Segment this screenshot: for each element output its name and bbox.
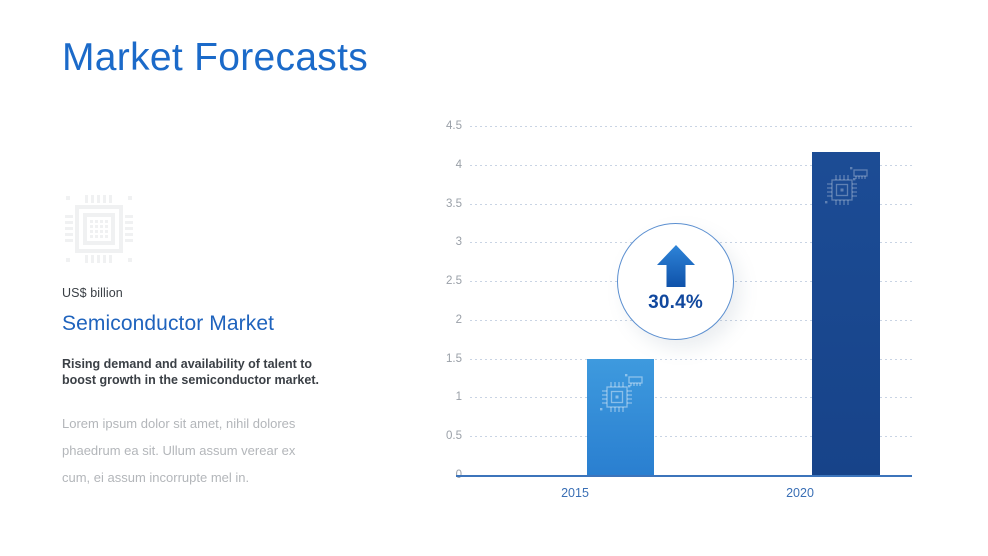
y-axis: 4.5 4 3.5 3 2.5 2 1.5 1 0.5 0 [424, 120, 462, 481]
y-tick-label: 2 [455, 313, 462, 326]
y-tick-label: 4.5 [446, 120, 462, 132]
gridline [470, 358, 912, 360]
arrow-up-icon [656, 245, 695, 287]
bar-2020[interactable] [812, 152, 880, 475]
growth-value: 30.4% [648, 292, 703, 313]
y-tick-label: 4 [455, 158, 462, 171]
x-label-2020: 2020 [786, 486, 814, 500]
panel-subtitle: Semiconductor Market [62, 312, 275, 335]
x-axis-line [456, 475, 912, 477]
gridline [470, 203, 912, 205]
gridline [470, 164, 912, 166]
panel-description: Rising demand and availability of talent… [62, 357, 319, 387]
x-label-2015: 2015 [561, 486, 589, 500]
gridline [470, 126, 912, 127]
y-tick-label: 3.5 [446, 197, 462, 210]
y-tick-label: 0.5 [446, 430, 462, 443]
growth-badge[interactable]: 30.4% [617, 223, 734, 340]
gridline [470, 436, 912, 438]
microchip-icon [65, 195, 133, 263]
gridline [470, 397, 912, 399]
microchip-icon [599, 373, 643, 412]
bar-2015[interactable] [587, 358, 654, 475]
y-tick-label: 2.5 [446, 275, 462, 288]
left-info-panel: US$ billion Semiconductor Market Rising … [62, 192, 362, 491]
microchip-icon [825, 167, 868, 206]
y-tick-label: 3 [455, 236, 462, 249]
y-tick-label: 1 [455, 391, 462, 404]
panel-body-copy: Lorem ipsum dolor sit amet, nihil dolore… [62, 416, 296, 485]
page-title: Market Forecasts [62, 36, 369, 79]
y-tick-label: 1.5 [446, 352, 462, 365]
unit-label: US$ billion [62, 286, 123, 300]
